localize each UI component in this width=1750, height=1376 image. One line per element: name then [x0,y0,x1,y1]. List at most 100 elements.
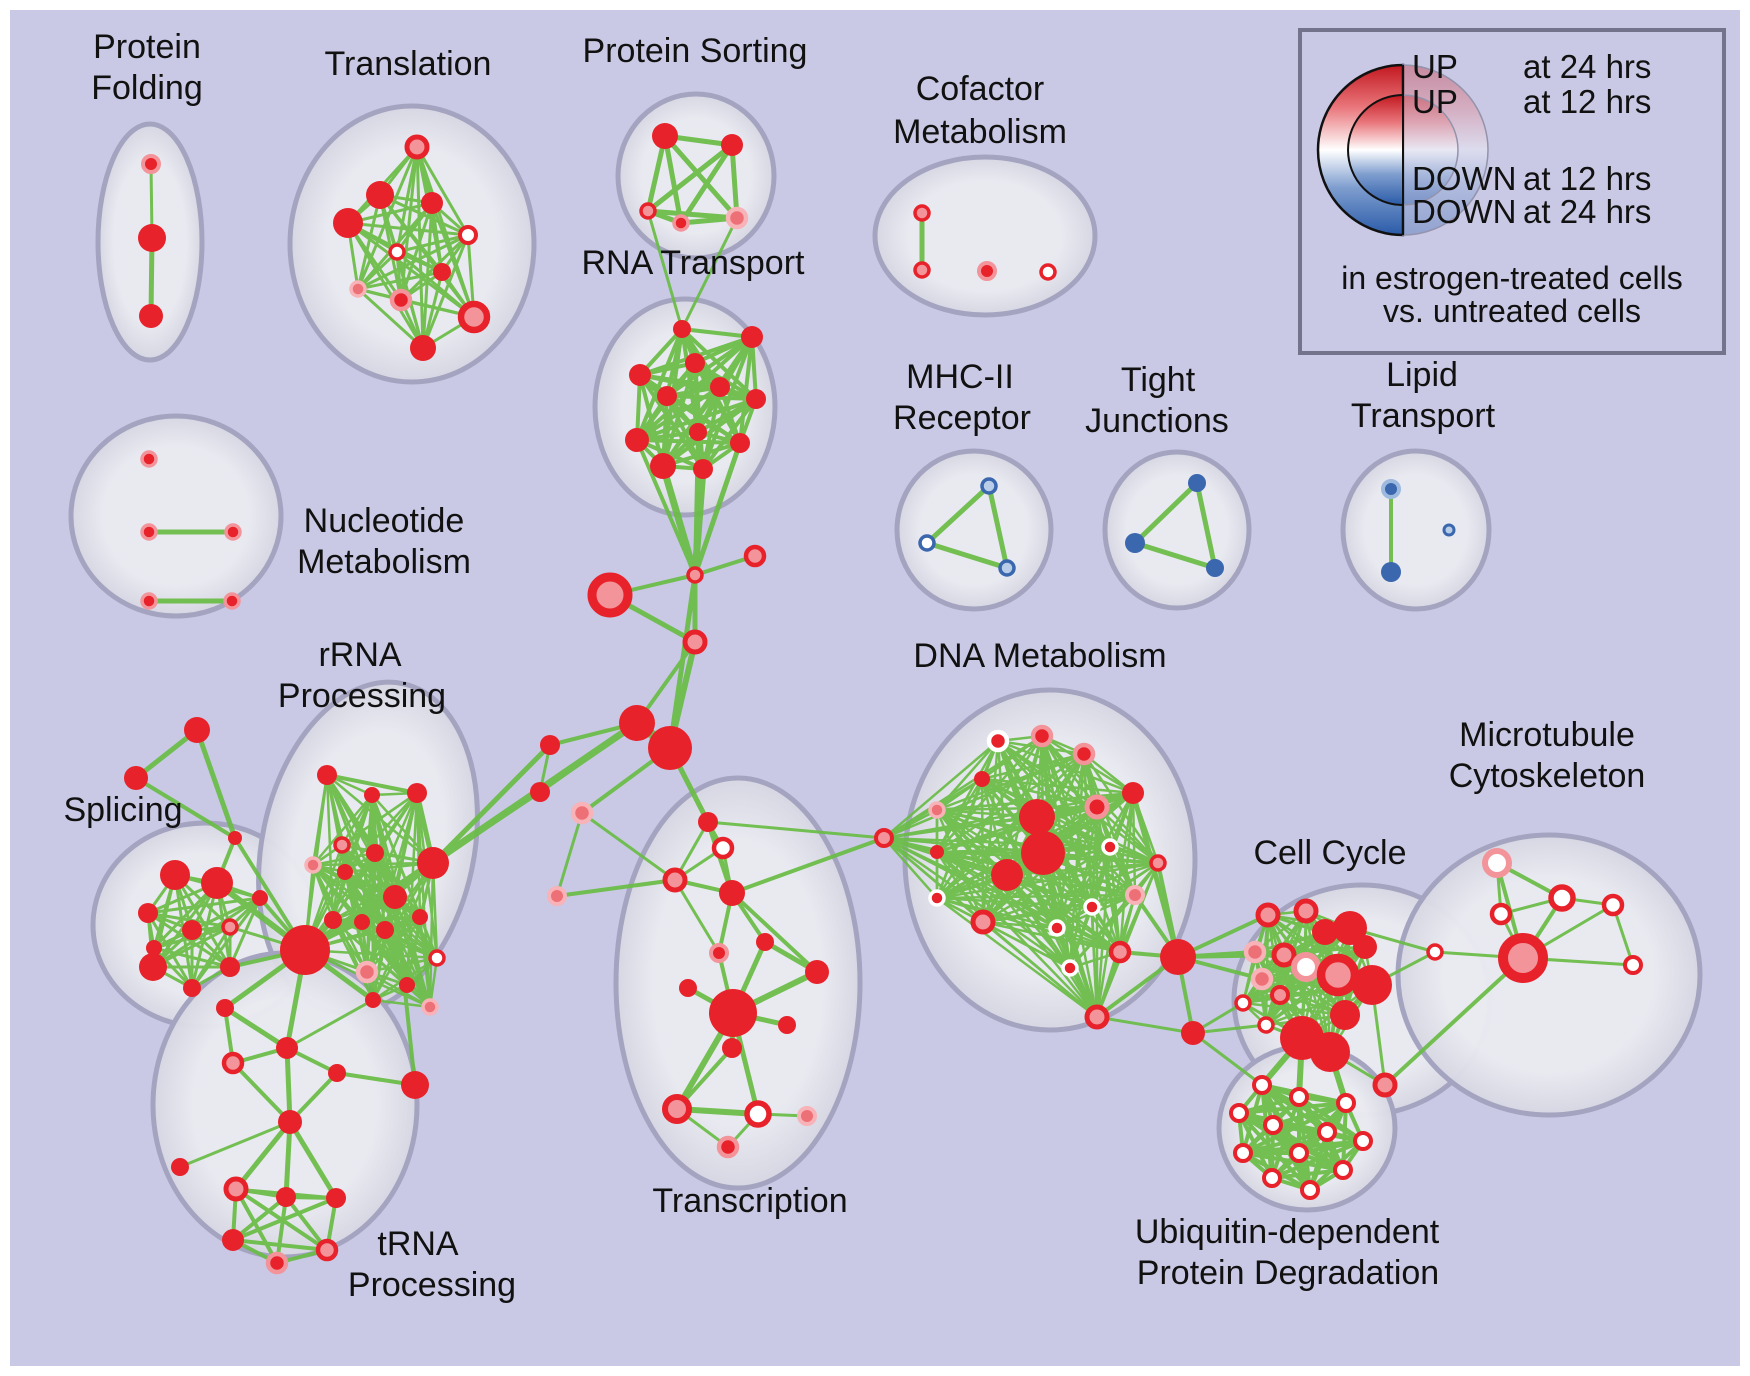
gene-node-free [1160,939,1196,975]
legend-direction-label: UP [1412,48,1458,85]
edge [285,998,375,1050]
edge [222,1005,290,1051]
edge [152,896,262,950]
gene-node-dna-metabolism [1048,919,1066,937]
gene-node-nucleotide-metabolism [224,523,242,541]
gene-node-transcription [744,1100,772,1128]
gene-node-translation [433,263,451,281]
gene-node-rna-transport [689,423,707,441]
gene-node-nucleotide-metabolism [140,450,158,468]
gene-node-nucleotide-metabolism [140,592,158,610]
edge [981,920,1122,954]
gene-node-ubiquitin-degradation [1289,1143,1309,1163]
edge [418,915,432,1009]
gene-node-free [686,566,704,584]
cluster-label: Cofactor [916,70,1045,108]
gene-node-trna-processing [326,1188,346,1208]
gene-node-ubiquitin-degradation [1263,1115,1283,1135]
gene-node-dna-metabolism [1019,799,1055,835]
gene-node-lipid-transport [1442,523,1456,537]
cluster-label: Translation [325,45,492,83]
edge [635,327,684,442]
edge [311,793,374,867]
edge [356,287,425,350]
gene-node-dna-metabolism [1149,854,1167,872]
gene-node-rna-transport [693,459,713,479]
edge [673,878,721,955]
gene-node-cofactor-metabolism [1039,263,1057,281]
edge [287,1119,339,1201]
edge [371,998,432,1009]
cluster-label: MHC-II [906,358,1014,396]
gene-node-cofactor-metabolism [977,261,997,281]
edge [383,928,432,1009]
edge [980,777,1135,795]
edge [231,1195,288,1242]
gene-node-trna-processing [265,1251,289,1275]
edge [371,915,422,1002]
cluster-label: Protein Sorting [583,32,808,70]
edge [638,373,758,401]
edge [151,896,262,969]
edge [680,327,754,339]
gene-node-lipid-transport [1381,562,1401,582]
gene-node-cell-cycle [1316,953,1360,997]
edge [1253,950,1347,1017]
gene-node-rrna-processing [324,911,342,929]
edge [1383,956,1525,1087]
gene-node-translation [389,288,413,312]
gene-node-trna-processing [276,1037,298,1059]
gene-node-ubiquitin-degradation [1262,1168,1282,1188]
gene-node-cell-cycle [1293,898,1319,924]
edge [882,836,1072,970]
gene-node-dna-metabolism [1083,898,1101,916]
edge [190,896,262,990]
edge [935,808,1122,954]
edge [152,946,232,969]
gene-node-transcription [778,1016,796,1034]
edge [365,915,422,974]
gene-node-transcription [805,960,829,984]
gene-node-mhc-ii-receptor [980,477,998,495]
gene-node-mhc-ii-receptor [998,559,1016,577]
edge [645,142,735,214]
edge [555,811,584,898]
gene-node-rna-transport [730,433,750,453]
gene-node-microtubule-cytoskeleton [1601,893,1625,917]
gene-node-dna-metabolism [1030,724,1054,748]
cluster-label: Processing [278,677,446,715]
edge [430,201,476,319]
gene-node-protein-folding [138,224,166,252]
gene-node-transcription [797,1106,817,1126]
edge [1132,480,1200,546]
edge [738,335,754,445]
edge [405,791,419,987]
edge [283,1119,293,1200]
gene-node-free [184,717,210,743]
edge [980,777,1009,877]
edge [935,850,1099,1019]
gene-node-transcription [709,989,757,1037]
cluster-label: RNA Transport [582,244,806,282]
edge [635,397,758,442]
gene-node-translation [457,300,491,334]
cluster-label: Tight [1121,361,1196,399]
edge [924,540,1010,571]
edge [1095,1015,1195,1035]
gene-node-transcription [711,836,735,860]
gene-node-rna-transport [746,389,766,409]
edge [706,820,886,840]
gene-node-splicing [183,979,201,997]
edge [340,793,374,847]
gene-node-ubiquitin-degradation [1333,1160,1353,1180]
gene-node-cell-cycle [1243,940,1267,964]
gene-node-protein-sorting [672,214,690,232]
gene-node-rrna-processing [355,960,379,984]
edge [395,250,476,319]
legend-time-label: at 12 hrs [1523,160,1651,197]
edge [701,385,722,471]
gene-node-trna-processing [171,1158,189,1176]
gene-node-transcription [662,867,688,893]
edge [428,861,435,1009]
cluster-label: Junctions [1085,402,1229,440]
